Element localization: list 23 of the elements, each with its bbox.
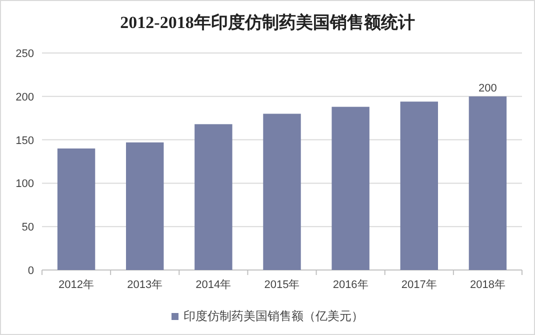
x-tick-label: 2016年 (332, 279, 368, 291)
y-tick-label: 150 (16, 134, 34, 147)
y-tick-label: 0 (28, 265, 34, 277)
x-tick-label: 2015年 (264, 279, 300, 291)
data-label: 200 (478, 82, 497, 94)
x-tick-label: 2017年 (401, 279, 437, 291)
y-tick-label: 200 (16, 91, 34, 104)
y-tick-label: 100 (16, 178, 34, 190)
bar (400, 102, 438, 270)
chart-title: 2012-2018年印度仿制药美国销售额统计 (120, 13, 415, 32)
x-tick-label: 2018年 (470, 279, 506, 291)
bar (126, 142, 164, 270)
x-tick-label: 2012年 (58, 279, 94, 291)
y-tick-label: 50 (22, 222, 34, 234)
x-tick-label: 2013年 (127, 279, 163, 291)
bar (468, 96, 507, 270)
bar (57, 148, 96, 270)
bar (194, 124, 232, 270)
legend-label: 印度仿制药美国销售额（亿美元） (184, 309, 364, 323)
bar (332, 106, 370, 270)
bar (263, 114, 301, 270)
y-tick-label: 250 (16, 48, 34, 60)
x-tick-label: 2014年 (196, 279, 232, 291)
